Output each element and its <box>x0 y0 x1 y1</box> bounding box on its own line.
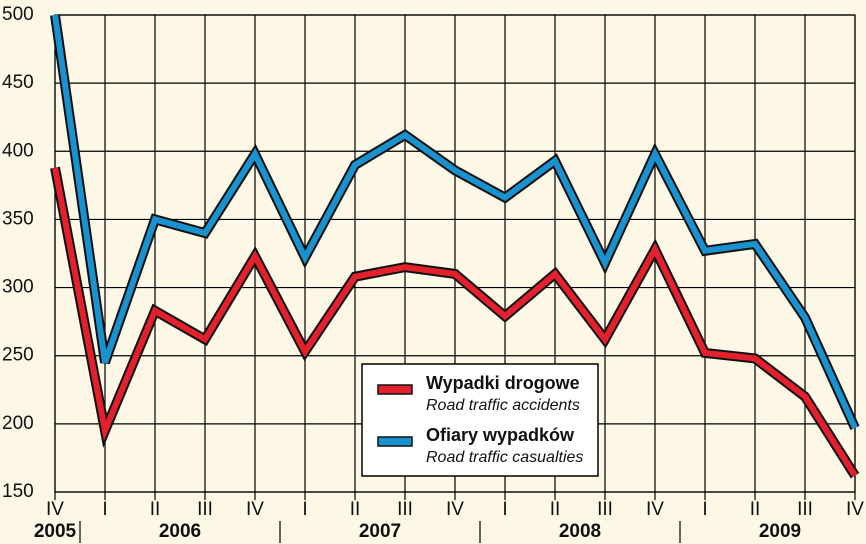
legend-sublabel: Road traffic casualties <box>426 449 583 466</box>
year-label: 2006 <box>159 521 201 542</box>
legend-label: Ofiary wypadków <box>426 425 575 445</box>
y-tick-label: 250 <box>2 345 34 366</box>
x-tick-label: III <box>197 499 213 520</box>
x-tick-label: I <box>302 499 307 520</box>
legend-box <box>361 363 599 477</box>
x-tick-label: IV <box>446 499 464 520</box>
y-tick-label: 300 <box>2 277 34 298</box>
x-tick-label: III <box>797 499 813 520</box>
x-tick-label: IV <box>246 499 264 520</box>
year-label: 2007 <box>359 521 401 542</box>
legend-swatch <box>377 436 413 447</box>
y-tick-label: 200 <box>2 413 34 434</box>
series-line <box>52 167 858 478</box>
year-label: 2005 <box>34 521 77 542</box>
x-tick-label: III <box>597 499 613 520</box>
x-tick-label: III <box>397 499 413 520</box>
x-tick-label: I <box>102 499 107 520</box>
y-tick-label: 500 <box>2 4 34 25</box>
legend-swatch <box>377 384 413 395</box>
x-tick-label: I <box>502 499 507 520</box>
year-label: 2009 <box>759 521 801 542</box>
legend-label: Wypadki drogowe <box>426 373 580 393</box>
y-tick-label: 350 <box>2 208 34 229</box>
legend-sublabel: Road traffic accidents <box>426 397 580 414</box>
x-tick-label: IV <box>646 499 664 520</box>
x-tick-label: II <box>750 499 761 520</box>
series-line <box>52 14 858 430</box>
x-tick-label: IV <box>846 499 864 520</box>
year-label: 2008 <box>559 521 601 542</box>
y-tick-label: 150 <box>2 481 34 502</box>
x-tick-label: I <box>702 499 707 520</box>
x-tick-label: IV <box>46 499 64 520</box>
x-tick-label: II <box>150 499 161 520</box>
y-tick-label: 400 <box>2 140 34 161</box>
x-tick-label: II <box>550 499 561 520</box>
y-tick-label: 450 <box>2 72 34 93</box>
x-tick-label: II <box>350 499 361 520</box>
